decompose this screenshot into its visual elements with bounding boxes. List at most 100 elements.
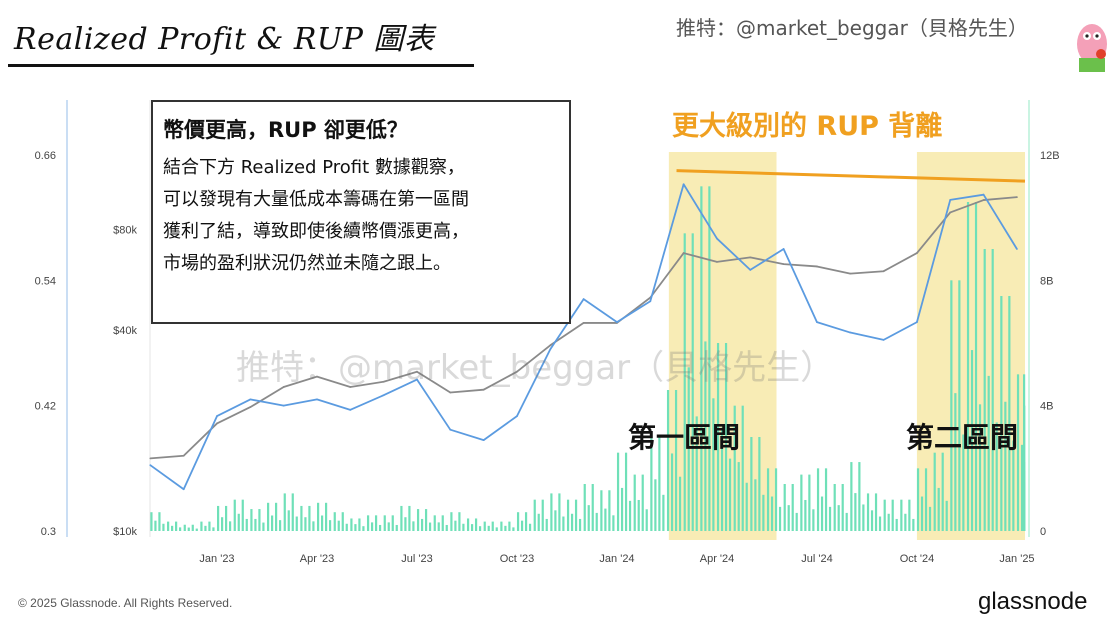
realized-profit-bar [924, 468, 928, 531]
rup-point [249, 398, 252, 401]
realized-profit-bar [171, 525, 174, 531]
realized-profit-bar [737, 462, 740, 531]
realized-profit-bar [441, 515, 444, 531]
realized-profit-bar [300, 505, 303, 531]
realized-profit-bar [324, 502, 328, 531]
left-axis-tick: 0.66 [35, 150, 56, 162]
note-line: 結合下方 Realized Profit 數據觀察， [163, 157, 465, 178]
realized-profit-bar [978, 404, 982, 531]
note-line: 獲利了結，導致即使後續幣價漲更高， [163, 221, 469, 242]
realized-profit-bar [704, 341, 707, 531]
realized-profit-bar [662, 494, 665, 531]
x-axis-tick: Jan '23 [199, 553, 234, 565]
realized-profit-bar [637, 499, 640, 531]
realized-profit-bar [520, 520, 524, 531]
realized-profit-bar [891, 499, 894, 531]
realized-profit-bar [487, 525, 490, 531]
x-axis-tick: Jan '25 [999, 553, 1034, 565]
title-underline [8, 64, 474, 67]
realized-profit-bar [808, 474, 811, 531]
realized-profit-bar [758, 437, 761, 531]
realized-profit-bar [678, 476, 682, 531]
realized-profit-bar [237, 513, 240, 531]
realized-profit-bar [395, 524, 398, 531]
realized-profit-bar [583, 484, 586, 531]
realized-profit-bar [812, 509, 815, 531]
rup-point [549, 348, 552, 351]
realized-profit-bar [841, 484, 844, 531]
rup-point [782, 248, 785, 250]
avatar [1077, 24, 1107, 72]
realized-profit-bar [1000, 296, 1003, 531]
realized-profit-bar [328, 520, 332, 531]
price-point [416, 370, 418, 373]
realized-profit-bar [312, 521, 315, 531]
realized-profit-bar [454, 520, 457, 531]
realized-profit-bar [716, 343, 720, 531]
realized-profit-bar [837, 505, 840, 531]
realized-profit-bar [266, 502, 270, 531]
realized-profit-bar [854, 493, 857, 531]
realized-profit-bar [200, 521, 203, 531]
x-axis-tick: Jan '24 [599, 553, 634, 565]
realized-profit-bar [512, 527, 515, 531]
realized-profit-bar [562, 516, 565, 531]
rup-point [582, 298, 585, 301]
rup-point [216, 415, 218, 418]
price-point [782, 263, 785, 266]
realized-profit-bar [695, 416, 698, 531]
price-point [1016, 196, 1018, 199]
realized-profit-bar [608, 490, 611, 531]
realized-profit-bar [1023, 405, 1026, 531]
realized-profit-bar [762, 494, 765, 531]
realized-profit-bar [828, 506, 832, 531]
price-point [282, 386, 285, 388]
annotation-note-box: 幣價更高，RUP 卻更低？ 結合下方 Realized Profit 數據觀察，… [151, 100, 571, 324]
realized-profit-bar [191, 524, 194, 531]
rup-point [682, 183, 685, 186]
realized-profit-bar [804, 499, 807, 531]
realized-profit-bar [895, 518, 898, 531]
realized-profit-bar [691, 233, 694, 532]
rup-point [282, 404, 285, 407]
x-axis-tick: Oct '23 [500, 553, 535, 565]
rup-point [882, 338, 885, 341]
price-point [516, 370, 518, 373]
rup-point [949, 199, 952, 201]
realized-profit-bar [641, 474, 644, 531]
realized-profit-bar [933, 452, 936, 531]
realized-profit-bar [612, 515, 615, 531]
realized-profit-bar [578, 518, 582, 531]
realized-profit-bar [412, 521, 415, 531]
realized-profit-bar [733, 405, 736, 531]
rup-point [349, 408, 352, 411]
realized-profit-bar [428, 522, 432, 531]
price-point [316, 375, 318, 378]
realized-profit-bar [274, 502, 278, 531]
realized-profit-bar [495, 527, 498, 531]
realized-profit-bar [258, 509, 261, 531]
realized-profit-bar [912, 518, 915, 531]
copyright: © 2025 Glassnode. All Rights Reserved. [18, 596, 233, 610]
realized-profit-bar [645, 509, 648, 531]
realized-profit-bar [670, 453, 674, 531]
price-point [916, 252, 918, 254]
realized-profit-bar [167, 521, 170, 531]
realized-profit-bar [616, 452, 620, 531]
realized-profit-bar [358, 518, 361, 531]
note-line: 市場的盈利狀況仍然並未隨之跟上。 [163, 253, 451, 274]
realized-profit-bar [537, 513, 540, 531]
realized-profit-bar [154, 520, 157, 531]
realized-profit-bar [887, 513, 890, 531]
realized-profit-bar [720, 427, 724, 531]
rup-point [482, 439, 485, 442]
note-line: 可以發現有大量低成本籌碼在第一區間 [163, 189, 469, 210]
price-point [549, 344, 552, 347]
price-point [982, 199, 985, 201]
realized-profit-bar [824, 468, 828, 531]
realized-profit-bar [150, 512, 153, 531]
realized-profit-bar [750, 437, 753, 531]
realized-profit-bar [229, 521, 232, 531]
realized-profit-bar [370, 522, 374, 531]
realized-profit-bar [474, 518, 478, 531]
